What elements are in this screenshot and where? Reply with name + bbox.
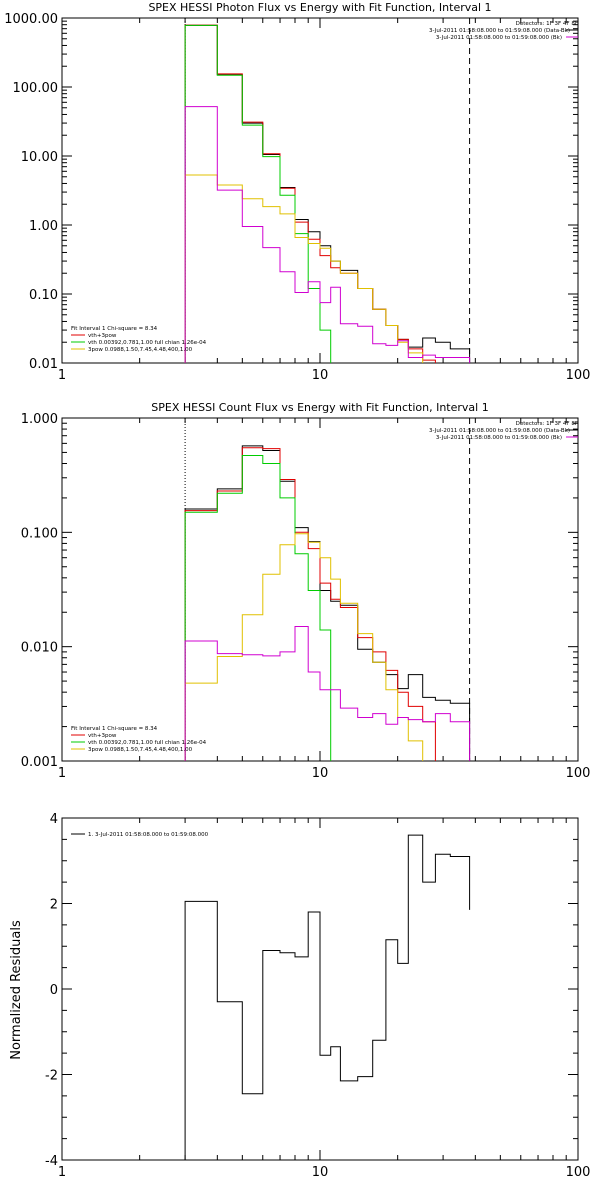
- residuals-y-tick-label: 0: [50, 983, 58, 998]
- residuals-y-tick-label: 4: [50, 812, 58, 827]
- count-flux-y-tick-label: 1.000: [21, 412, 58, 427]
- photon-flux-panel: SPEX HESSI Photon Flux vs Energy with Fi…: [4, 1, 590, 383]
- photon-flux-legend-vth: vth 0.00392,0.781,1.00 full chian 1.26e-…: [88, 340, 207, 346]
- residuals-legend: 1. 3-Jul-2011 01:58:08.000 to 01:59:08.0…: [71, 832, 209, 838]
- count-flux-plot-area: 1 10 100 0.001 0.010 0.100 1.000: [21, 412, 591, 781]
- count-flux-x-tick-label: 100: [566, 766, 591, 781]
- count-flux-series-3: [184, 533, 424, 761]
- photon-flux-y-tick-label: 10.00: [21, 150, 58, 165]
- photon-flux-legend-3pow: 3pow 0.0988,1.50,7.45,4.48,400,1.00: [88, 347, 193, 353]
- photon-flux-y-tick-label: 0.01: [29, 357, 58, 372]
- count-flux-title: SPEX HESSI Count Flux vs Energy with Fit…: [151, 401, 488, 414]
- count-flux-panel: SPEX HESSI Count Flux vs Energy with Fit…: [21, 401, 591, 781]
- photon-flux-info-bk: 3-Jul-2011 01:58:08.000 to 01:59:08.000 …: [436, 35, 562, 41]
- photon-flux-y-tick-label: 1000.00: [4, 12, 58, 27]
- count-flux-y-tick-label: 0.001: [21, 755, 58, 770]
- count-flux-info-detectors: Detectors: 1F 3F 4F 8F: [516, 421, 578, 427]
- residuals-x-tick-label: 1: [58, 1165, 66, 1180]
- count-flux-legend-3pow: 3pow 0.0988,1.50,7.45,4.48,400,1.00: [88, 747, 193, 753]
- count-flux-x-tick-label: 10: [312, 766, 329, 781]
- count-flux-series-2: [184, 455, 332, 761]
- count-flux-y-tick-label: 0.010: [21, 641, 58, 656]
- residuals-ylabel: Normalized Residuals: [9, 920, 24, 1060]
- photon-flux-info-databk: 3-Jul-2011 01:58:08.000 to 01:59:08.000 …: [429, 28, 570, 34]
- count-flux-info-bk: 3-Jul-2011 01:58:08.000 to 01:59:08.000 …: [436, 435, 562, 441]
- residuals-y-tick-label: -2: [45, 1069, 58, 1084]
- count-flux-info: Detectors: 1F 3F 4F 8F 3-Jul-2011 01:58:…: [429, 421, 578, 441]
- count-flux-legend-model: vth+3pow: [88, 733, 117, 739]
- photon-flux-y-tick-label: 1.00: [29, 219, 58, 234]
- count-flux-info-databk: 3-Jul-2011 01:58:08.000 to 01:59:08.000 …: [429, 428, 570, 434]
- photon-flux-x-tick-label: 10: [312, 368, 329, 383]
- photon-flux-series-1: [184, 24, 436, 363]
- count-flux-legend-fit: Fit Interval 1 Chi-square = 8.34: [71, 726, 158, 732]
- photon-flux-title: SPEX HESSI Photon Flux vs Energy with Fi…: [148, 1, 491, 14]
- residuals-y-tick-label: -4: [45, 1154, 58, 1169]
- residuals-series-0: [184, 834, 471, 1160]
- photon-flux-info-detectors: Detectors: 1F 3F 4F 8F: [516, 21, 578, 27]
- photon-flux-y-tick-label: 0.10: [29, 288, 58, 303]
- photon-flux-info: Detectors: 1F 3F 4F 8F 3-Jul-2011 01:58:…: [429, 21, 578, 41]
- photon-flux-legend-fit: Fit Interval 1 Chi-square = 8.34: [71, 326, 158, 332]
- residuals-x-tick-label: 10: [312, 1165, 329, 1180]
- count-flux-y-tick-label: 0.100: [21, 526, 58, 541]
- residuals-x-tick-label: 100: [566, 1165, 591, 1180]
- residuals-y-tick-label: 2: [50, 898, 58, 913]
- count-flux-legend: Fit Interval 1 Chi-square = 8.34 vth+3po…: [71, 726, 207, 753]
- count-flux-legend-vth: vth 0.00392,0.781,1.00 full chian 1.26e-…: [88, 740, 207, 746]
- count-flux-x-tick-label: 1: [58, 766, 66, 781]
- count-flux-series-4: [184, 626, 471, 761]
- photon-flux-x-tick-label: 100: [566, 368, 591, 383]
- residuals-plot-area: 1 10 100 -4 -2 0 2 4: [45, 812, 590, 1180]
- photon-flux-legend-model: vth+3pow: [88, 333, 117, 339]
- photon-flux-series-3: [184, 174, 424, 363]
- photon-flux-series-4: [184, 106, 471, 363]
- photon-flux-series-2: [184, 24, 332, 363]
- photon-flux-series-0: [184, 24, 471, 363]
- photon-flux-x-tick-label: 1: [58, 368, 66, 383]
- photon-flux-plot-area: 1 10 100 0.01 0.10 1.00 10.00 100.00 1000.00: [4, 12, 590, 383]
- residuals-legend-interval: 1. 3-Jul-2011 01:58:08.000 to 01:59:08.0…: [88, 832, 209, 838]
- photon-flux-legend: Fit Interval 1 Chi-square = 8.34 vth+3po…: [71, 326, 207, 353]
- residuals-panel: Normalized Residuals 1 10 100 -4 -2 0 2 4 1. 3-…: [9, 812, 590, 1180]
- photon-flux-y-tick-label: 100.00: [13, 81, 59, 96]
- count-flux-series-1: [184, 447, 436, 761]
